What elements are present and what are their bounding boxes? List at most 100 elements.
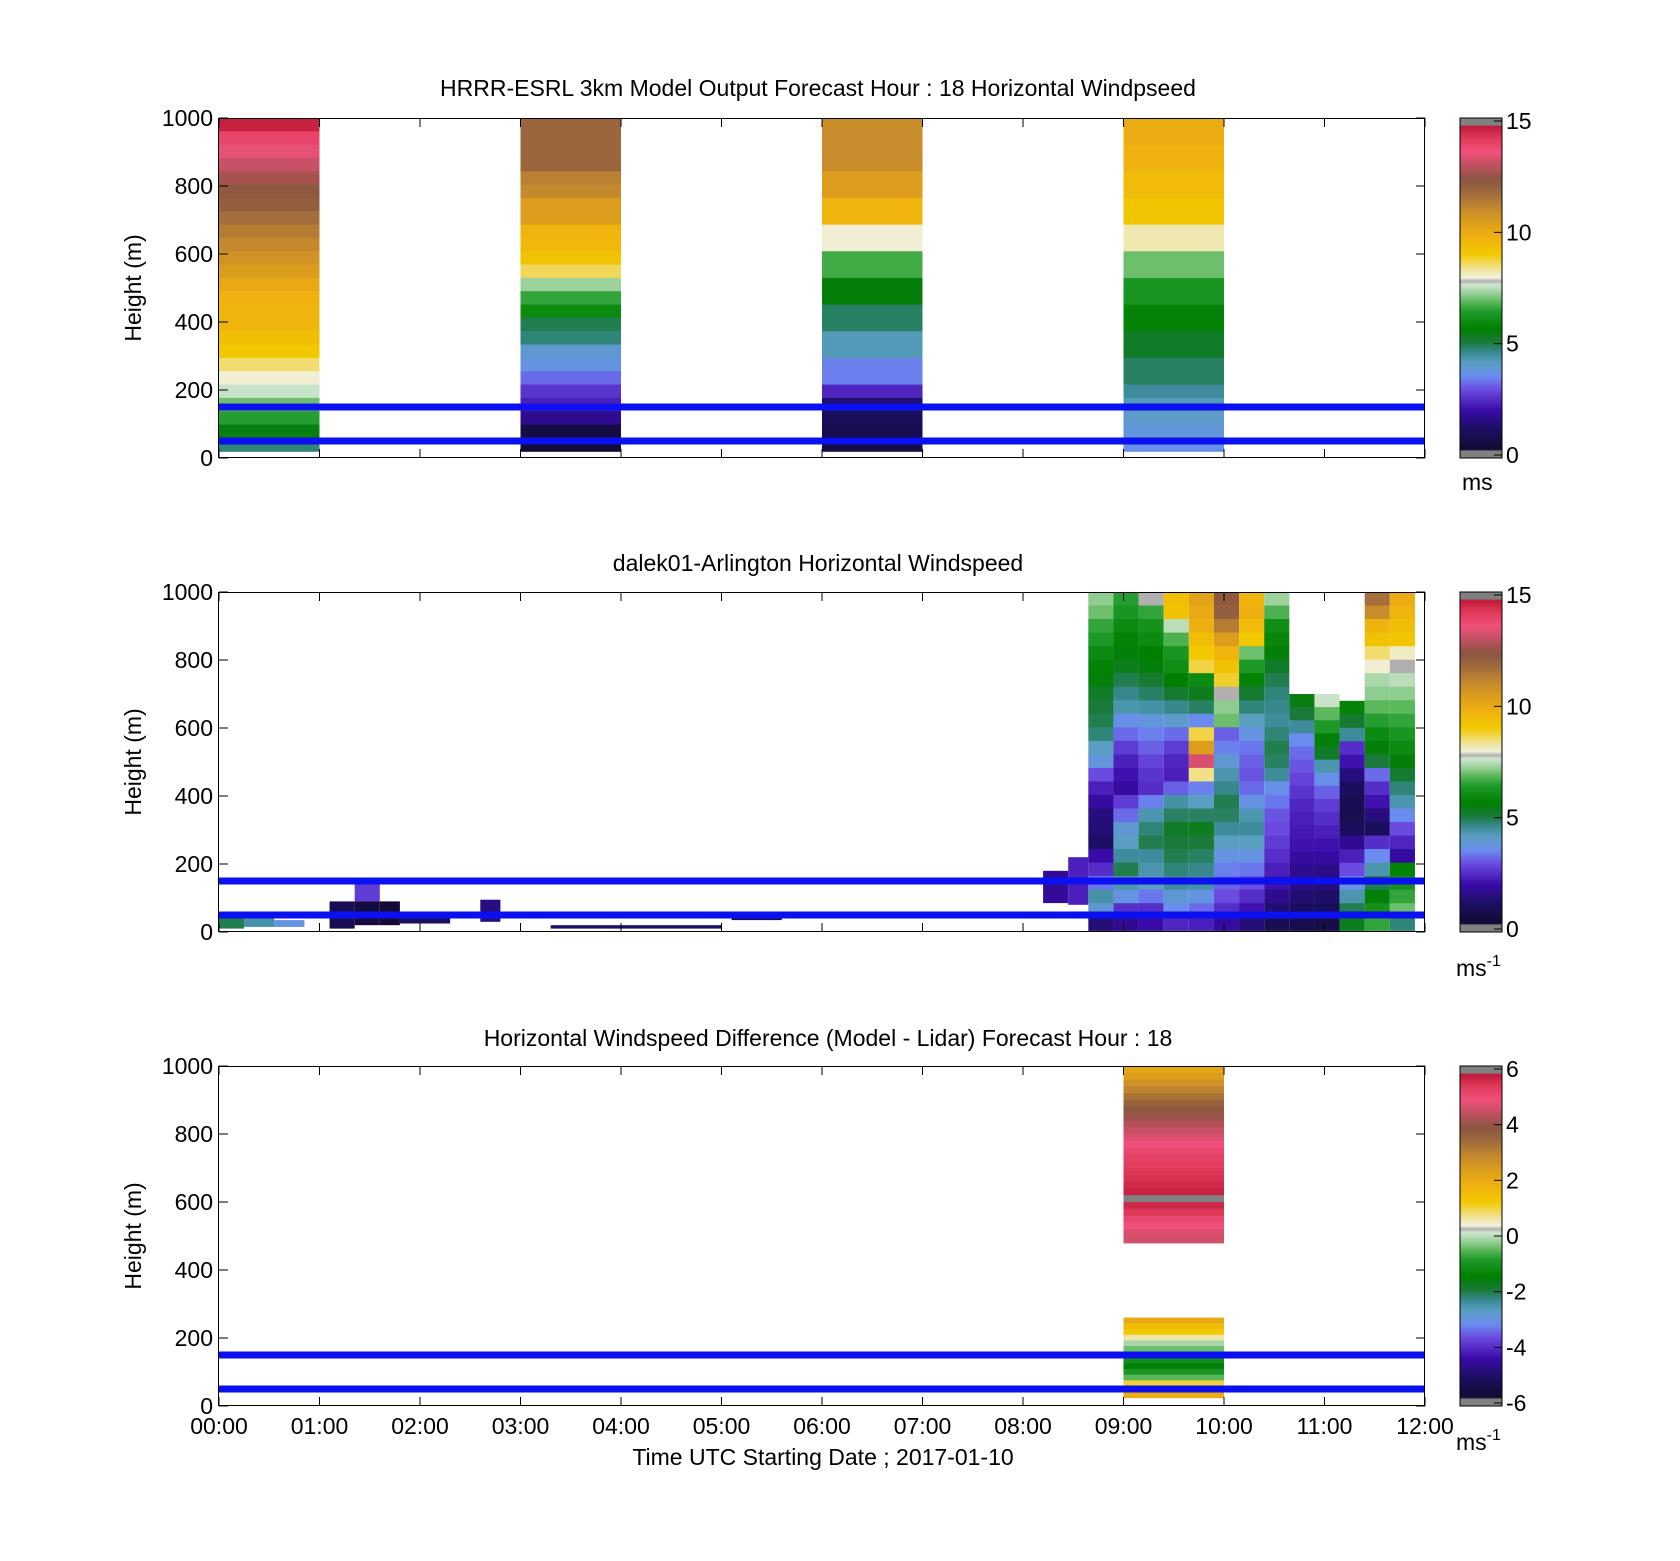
heatmap-cell — [1339, 700, 1365, 715]
heatmap-cell — [1123, 1120, 1224, 1128]
heatmap-cell — [1123, 1229, 1224, 1237]
heatmap-cell — [1113, 646, 1139, 661]
panel-lidar-y-ticks: 0 200 400 600 800 1000 — [162, 579, 1425, 945]
heatmap-cell — [219, 224, 320, 239]
heatmap-cell — [1364, 673, 1390, 688]
heatmap-cell — [1289, 799, 1315, 813]
heatmap-cell — [1113, 862, 1139, 877]
heatmap-cell — [219, 277, 320, 292]
heatmap-cell — [1239, 767, 1265, 783]
heatmap-cell — [1339, 808, 1365, 823]
heatmap-cell — [1339, 754, 1365, 769]
heatmap-cell — [1213, 646, 1240, 661]
heatmap-cell — [1264, 849, 1290, 864]
panel-difference-plot: 0 200 400 600 800 1000 — [162, 1053, 1426, 1419]
heatmap-cell — [1314, 746, 1340, 761]
colorbar-tick-label: 0 — [1506, 442, 1519, 468]
heatmap-cell — [1289, 825, 1315, 840]
heatmap-cell — [1123, 1202, 1224, 1210]
heatmap-cell — [1314, 838, 1340, 853]
heatmap-cell — [1113, 619, 1139, 634]
heatmap-cell — [1163, 713, 1189, 728]
heatmap-cell — [520, 184, 621, 199]
panel-lidar-ylabel: Height (m) — [120, 708, 146, 815]
heatmap-cell — [1239, 727, 1265, 742]
heatmap-cell — [1264, 835, 1290, 850]
heatmap-cell — [1364, 808, 1390, 823]
x-tick-label: 11:00 — [1297, 1413, 1353, 1439]
panel-lidar-colorbar-ticks: 0 5 10 15 — [1494, 582, 1532, 942]
panel-difference-colorbar-unit: ms-1 — [1456, 1427, 1501, 1455]
panel-model-colorbar: 0 5 10 15 ms — [1459, 108, 1532, 495]
heatmap-cell — [1364, 619, 1390, 634]
y-tick-label: 0 — [200, 445, 213, 471]
heatmap-cell — [1188, 889, 1214, 904]
heatmap-cell — [1123, 1161, 1224, 1169]
heatmap-cell — [1113, 754, 1139, 769]
heatmap-cell — [1188, 740, 1214, 755]
heatmap-cell — [1213, 781, 1240, 796]
y-tick-label: 1000 — [162, 105, 213, 131]
heatmap-cell — [1088, 700, 1114, 715]
panel-model-x-ticks — [218, 118, 1426, 458]
x-tick-label: 05:00 — [693, 1413, 751, 1439]
heatmap-cell — [1289, 694, 1315, 708]
heatmap-cell — [1239, 835, 1265, 850]
heatmap-cell — [822, 224, 923, 239]
heatmap-cell — [1123, 1317, 1224, 1324]
heatmap-cell — [219, 211, 320, 226]
heatmap-cell — [1389, 835, 1415, 850]
heatmap-cell — [1213, 849, 1240, 864]
panel-difference-ylabel: Height (m) — [120, 1182, 146, 1289]
heatmap-cell — [822, 197, 923, 212]
heatmap-cell — [1113, 659, 1139, 674]
heatmap-cell — [1289, 772, 1315, 787]
heatmap-cell — [219, 184, 320, 199]
heatmap-cell — [822, 211, 923, 226]
heatmap-cell — [1188, 713, 1214, 728]
heatmap-cell — [1264, 767, 1290, 783]
heatmap-cell — [1364, 605, 1390, 620]
heatmap-cell — [1188, 754, 1214, 769]
heatmap-cell — [1163, 835, 1189, 850]
heatmap-cell — [1163, 659, 1189, 674]
x-tick-label: 08:00 — [994, 1413, 1052, 1439]
heatmap-cell — [1123, 1113, 1224, 1121]
heatmap-cell — [1163, 727, 1189, 742]
heatmap-cell — [1088, 686, 1114, 701]
panel-model-y-ticks: 0 200 400 600 800 1000 — [162, 105, 1425, 471]
heatmap-cell — [1389, 822, 1415, 837]
heatmap-cell — [1239, 849, 1265, 864]
heatmap-cell — [1264, 686, 1290, 701]
x-tick-label: 06:00 — [793, 1413, 851, 1439]
heatmap-cell — [1239, 740, 1265, 755]
heatmap-cell — [1188, 822, 1214, 837]
heatmap-cell — [1389, 700, 1415, 715]
panel-difference-reference-lines — [219, 1351, 1425, 1393]
heatmap-cell — [1138, 822, 1164, 837]
heatmap-cell — [1138, 646, 1164, 661]
x-tick-label: 12:00 — [1396, 1413, 1454, 1439]
heatmap-cell — [1163, 767, 1189, 783]
heatmap-cell — [1364, 659, 1390, 674]
heatmap-cell — [1239, 592, 1265, 607]
heatmap-cell — [822, 317, 923, 332]
heatmap-cell — [520, 277, 621, 292]
heatmap-cell — [1123, 344, 1224, 359]
heatmap-cell — [1123, 1391, 1224, 1399]
heatmap-cell — [1123, 264, 1224, 279]
heatmap-cell — [1389, 767, 1415, 783]
heatmap-cell — [1213, 822, 1240, 837]
panel-lidar-colorbar-ramp — [1459, 591, 1503, 933]
heatmap-cell — [1123, 1168, 1224, 1176]
heatmap-cell — [1088, 646, 1114, 661]
heatmap-cell — [520, 331, 621, 346]
panel-lidar-colorbar: 0 5 10 15 ms-1 — [1456, 582, 1532, 981]
heatmap-cell — [1088, 862, 1114, 877]
heatmap-cell — [1138, 781, 1164, 796]
heatmap-cell — [1138, 713, 1164, 728]
heatmap-cell — [1188, 646, 1214, 661]
heatmap-cell — [1314, 733, 1340, 748]
heatmap-cell — [1123, 131, 1224, 146]
heatmap-cell — [1163, 781, 1189, 796]
